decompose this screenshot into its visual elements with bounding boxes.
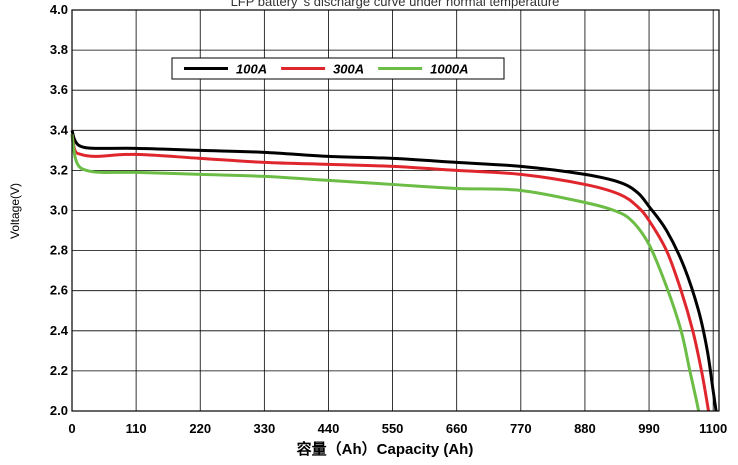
y-tick-label: 3.2 [50, 162, 68, 177]
y-tick-label: 3.8 [50, 42, 68, 57]
chart-title: LFP battery 's discharge curve under nor… [231, 0, 560, 9]
y-tick-label: 2.8 [50, 243, 68, 258]
x-tick-label: 660 [446, 421, 468, 436]
x-tick-label: 220 [189, 421, 211, 436]
x-tick-label: 440 [318, 421, 340, 436]
series-lines [70, 129, 718, 412]
y-tick-label: 2.0 [50, 403, 68, 418]
x-axis-ticks: 0 110 220 330 440 550 660 770 880 990 1100 [68, 421, 727, 436]
x-tick-label: 330 [253, 421, 275, 436]
y-tick-label: 3.6 [50, 82, 68, 97]
x-tick-label: 0 [68, 421, 75, 436]
x-tick-label: 990 [638, 421, 660, 436]
y-tick-label: 2.4 [50, 323, 69, 338]
x-tick-label: 110 [126, 421, 147, 436]
legend-label: 1000A [430, 62, 468, 77]
y-tick-label: 2.2 [50, 363, 68, 378]
plot-frame [71, 9, 720, 412]
legend-label: 300A [333, 62, 364, 77]
series-line-300A [70, 134, 710, 412]
y-axis-label: Voltage(V) [8, 183, 22, 239]
x-tick-label: 770 [510, 421, 532, 436]
legend-label: 100A [236, 62, 267, 77]
series-line-1000A [70, 134, 701, 412]
x-tick-label: 550 [382, 421, 404, 436]
x-tick-label: 880 [574, 421, 596, 436]
series-line-100A [70, 129, 718, 412]
y-tick-label: 2.6 [50, 283, 68, 298]
legend-box [171, 57, 505, 80]
y-tick-label: 3.4 [50, 122, 69, 137]
x-axis-label: 容量（Ah）Capacity (Ah) [296, 440, 474, 458]
y-tick-label: 3.0 [50, 203, 68, 218]
y-tick-label: 4.0 [50, 2, 68, 17]
y-axis-ticks: 2.0 2.2 2.4 2.6 2.8 3.0 3.2 3.4 3.6 3.8 4.0 [50, 2, 69, 418]
x-tick-label: 1100 [699, 421, 727, 436]
legend: 100A 300A 1000A [171, 57, 505, 80]
